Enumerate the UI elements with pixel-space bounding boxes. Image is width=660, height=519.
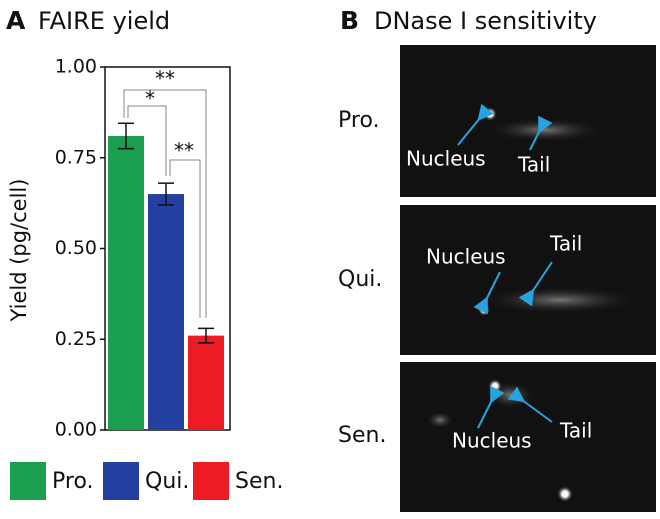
y-tick-label: 0.00	[55, 419, 97, 441]
tail-label: Tail	[549, 232, 582, 256]
bar	[108, 135, 144, 430]
panel-title: DNase I sensitivity	[374, 7, 597, 35]
significance: *	[145, 87, 155, 111]
legend-label: Sen.	[235, 469, 283, 494]
significance: **	[155, 67, 175, 91]
row-label: Sen.	[338, 423, 386, 448]
bar	[188, 335, 224, 430]
row-label: Pro.	[338, 108, 380, 133]
y-axis-label: Yield (pg/cell)	[7, 179, 31, 323]
nucleus-label: Nucleus	[452, 429, 532, 453]
y-tick-label: 0.25	[55, 328, 97, 350]
legend-label: Pro.	[52, 469, 94, 494]
tail-label: Tail	[559, 419, 592, 443]
nucleus-label: Nucleus	[406, 147, 486, 171]
y-tick-label: 1.00	[55, 56, 97, 78]
legend-swatch	[193, 462, 229, 500]
panel-label: B	[340, 6, 359, 35]
nucleus-label: Nucleus	[426, 245, 506, 269]
significance-brackets	[123, 89, 207, 318]
panel-label: A	[6, 6, 26, 35]
significance: **	[174, 139, 194, 163]
legend-swatch	[103, 462, 139, 500]
legend-label: Qui.	[145, 469, 189, 494]
micrograph: Nucleus Tail	[400, 45, 656, 197]
y-tick-label: 0.75	[55, 146, 97, 168]
legend-swatch	[10, 462, 46, 500]
bar	[148, 194, 184, 430]
row-label: Qui.	[338, 267, 382, 292]
micrograph: Nucleus Tail	[400, 205, 656, 355]
chart-title: FAIRE yield	[38, 7, 170, 35]
micrograph: Nucleus Tail	[400, 362, 656, 512]
y-tick-label: 0.50	[55, 237, 97, 259]
tail-label: Tail	[517, 153, 550, 177]
